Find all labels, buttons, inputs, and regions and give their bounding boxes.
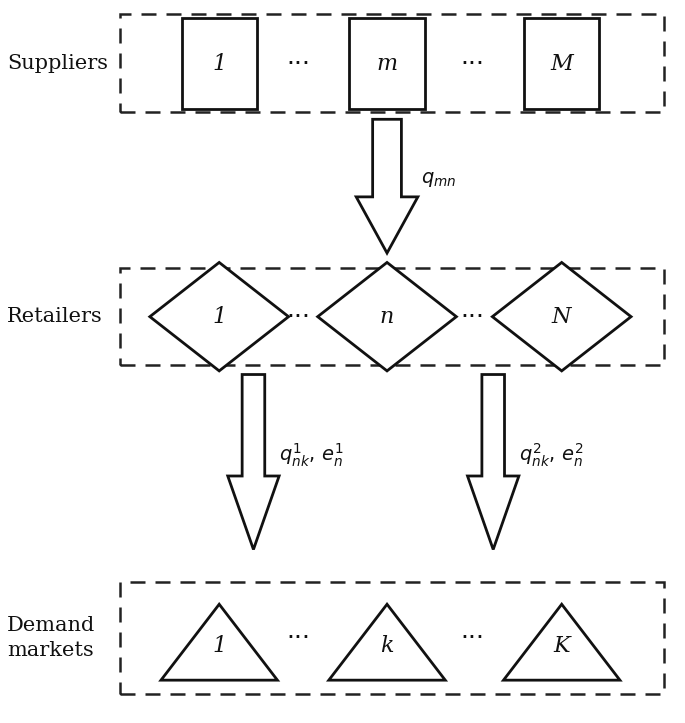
Bar [120, 268, 664, 365]
Text: $q_{mn}$: $q_{mn}$ [421, 170, 457, 189]
Text: 1: 1 [212, 635, 226, 657]
Bar [120, 14, 664, 112]
Polygon shape [161, 604, 277, 680]
Polygon shape [227, 375, 279, 549]
Text: ···: ··· [460, 304, 485, 329]
Bar [120, 582, 664, 694]
Text: 1: 1 [212, 53, 226, 74]
Text: 1: 1 [212, 306, 226, 328]
Text: Demand
markets: Demand markets [7, 617, 95, 660]
Polygon shape [150, 262, 288, 371]
Text: ···: ··· [460, 626, 485, 651]
Bar [182, 18, 257, 109]
Text: $q^1_{nk},\, e^1_n$: $q^1_{nk},\, e^1_n$ [279, 442, 345, 469]
Text: M: M [550, 53, 573, 74]
Text: Suppliers: Suppliers [7, 54, 108, 73]
Bar [349, 18, 425, 109]
Text: n: n [380, 306, 394, 328]
Text: ···: ··· [460, 51, 485, 76]
Polygon shape [356, 119, 418, 253]
Text: K: K [553, 635, 570, 657]
Polygon shape [329, 604, 445, 680]
Polygon shape [467, 375, 519, 549]
Polygon shape [503, 604, 620, 680]
Text: N: N [552, 306, 571, 328]
Polygon shape [318, 262, 456, 371]
Text: ···: ··· [286, 51, 310, 76]
Text: k: k [380, 635, 394, 657]
Text: $q^2_{nk},\, e^2_n$: $q^2_{nk},\, e^2_n$ [519, 442, 584, 469]
Text: ···: ··· [286, 626, 310, 651]
Text: m: m [377, 53, 397, 74]
Bar [524, 18, 599, 109]
Text: Retailers: Retailers [7, 307, 103, 326]
Polygon shape [493, 262, 631, 371]
Text: ···: ··· [286, 304, 310, 329]
